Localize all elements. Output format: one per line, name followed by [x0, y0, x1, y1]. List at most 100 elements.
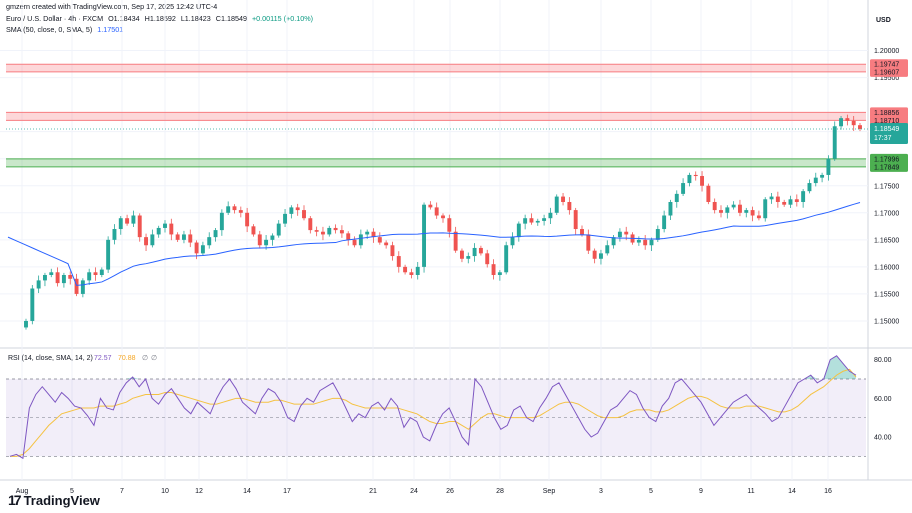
- candle-body: [592, 250, 597, 259]
- candle-body: [137, 215, 142, 238]
- time-tick-label: 12: [195, 488, 203, 495]
- candle-body: [283, 213, 288, 224]
- candle-body: [390, 245, 395, 257]
- ohlc-low: L1.18423: [180, 14, 211, 23]
- candle-body: [188, 234, 193, 243]
- time-tick-label: 9: [699, 488, 703, 495]
- candle-body: [403, 266, 408, 273]
- brand-text: TradingView: [23, 492, 100, 508]
- candle-body: [346, 233, 351, 240]
- candle-body: [194, 242, 199, 254]
- time-tick-label: 28: [496, 488, 504, 495]
- candle-body: [358, 234, 363, 246]
- ohlc-open: O1.18434: [108, 14, 140, 23]
- sma-legend[interactable]: SMA (50, close, 0, SMA, 5) 1.17501: [6, 25, 126, 34]
- candle-body: [858, 125, 862, 129]
- candle-body: [409, 272, 414, 275]
- candle-body: [782, 201, 787, 205]
- candle-body: [624, 231, 629, 235]
- candle-body: [700, 176, 705, 186]
- candle-body: [561, 196, 566, 202]
- candle-body: [377, 237, 382, 243]
- candle-body: [472, 247, 477, 257]
- candle-body: [200, 245, 205, 254]
- candle-body: [80, 280, 85, 294]
- candle-body: [586, 234, 591, 251]
- candle-body: [744, 210, 749, 213]
- time-tick-label: 5: [649, 488, 653, 495]
- sma-value: 1.17501: [97, 25, 124, 34]
- candle-body: [112, 229, 117, 240]
- candle-body: [232, 206, 237, 211]
- candle-body: [466, 256, 471, 259]
- candle-body: [339, 230, 344, 234]
- candle-body: [131, 215, 136, 224]
- candle-body: [415, 266, 420, 275]
- zone-price-label: 1.17849: [874, 164, 899, 171]
- candle-body: [422, 204, 427, 267]
- candle-body: [238, 210, 243, 213]
- zone-price-tag: [870, 107, 908, 118]
- rsi-legend-na-1: ∅: [142, 355, 148, 362]
- candle-body: [510, 237, 515, 246]
- candle-body: [750, 210, 755, 216]
- time-tick-label: 17: [283, 488, 291, 495]
- candle-body: [125, 218, 130, 224]
- candle-body: [163, 223, 167, 228]
- candle-body: [832, 126, 837, 159]
- rsi-line: [9, 355, 857, 460]
- candle-body: [93, 272, 98, 275]
- candle-body: [352, 239, 357, 246]
- candle-body: [655, 229, 660, 240]
- candle-body: [529, 218, 534, 223]
- time-tick-label: 10: [161, 488, 169, 495]
- candle-body: [775, 196, 780, 202]
- candle-body: [169, 223, 174, 235]
- symbol-name[interactable]: Euro / U.S. Dollar · 4h · FXCM: [6, 14, 104, 23]
- tradingview-logo-icon: 17: [8, 492, 22, 508]
- last-price-tag: [870, 123, 908, 145]
- symbol-legend[interactable]: Euro / U.S. Dollar · 4h · FXCM O1.18434 …: [6, 14, 316, 23]
- candle-body: [548, 212, 553, 219]
- candle-body: [706, 185, 711, 202]
- candle-body: [845, 118, 850, 121]
- candle-body: [36, 280, 41, 289]
- candle-body: [24, 320, 28, 328]
- candle-body: [523, 218, 528, 224]
- attribution-text: gmzern created with TradingView.com, Sep…: [6, 2, 218, 11]
- ohlc-high: H1.18592: [144, 14, 176, 23]
- rsi-tick-label: 40.00: [874, 435, 892, 442]
- candle-body: [516, 223, 521, 238]
- candle-body: [428, 204, 433, 208]
- candle-body: [320, 231, 325, 235]
- time-tick-label: Sep: [543, 488, 556, 495]
- time-tick-label: 5: [70, 488, 74, 495]
- candle-body: [807, 183, 812, 192]
- time-tick-label: 14: [243, 488, 251, 495]
- price-tick-label: 1.16000: [874, 264, 899, 271]
- candle-body: [68, 274, 73, 279]
- candle-body: [30, 288, 35, 321]
- candle-body: [447, 218, 452, 232]
- candle-body: [156, 227, 161, 235]
- candle-body: [636, 239, 641, 243]
- zone-price-label: 1.17996: [874, 156, 899, 163]
- candle-body: [276, 223, 281, 236]
- candle-body: [693, 174, 698, 177]
- rsi-overbought-fill: [126, 355, 857, 379]
- rsi-legend-ma-value: 70.88: [118, 355, 136, 362]
- candle-body: [542, 218, 547, 221]
- candle-body: [504, 245, 509, 273]
- candle-body: [42, 274, 47, 281]
- candle-body: [681, 183, 686, 194]
- candle-body: [794, 199, 799, 202]
- candle-body: [49, 272, 54, 275]
- candle-body: [605, 245, 610, 254]
- candle-body: [226, 206, 231, 213]
- candle-body: [649, 239, 654, 246]
- candle-body: [384, 242, 389, 246]
- candle-body: [826, 158, 831, 175]
- sma-label[interactable]: SMA (50, close, 0, SMA, 5): [6, 25, 93, 34]
- price-tick-label: 1.16500: [874, 237, 899, 244]
